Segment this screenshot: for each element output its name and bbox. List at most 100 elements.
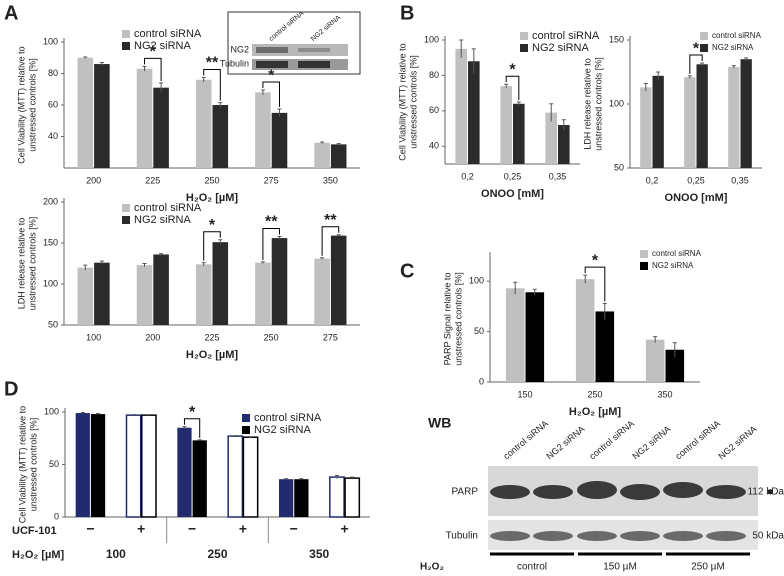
x-axis-label: ONOO [mM] xyxy=(481,188,544,200)
error-bar xyxy=(99,260,104,265)
row-label: H₂O₂ [µM] xyxy=(12,549,64,561)
bar xyxy=(77,57,94,168)
legend-label: NG2 siRNA xyxy=(712,43,754,52)
legend-label: control siRNA xyxy=(652,249,702,258)
legend-label: control siRNA xyxy=(532,30,600,42)
y-tick-label: 60 xyxy=(429,105,439,115)
bar xyxy=(740,59,752,169)
bar xyxy=(455,48,467,164)
error-bar xyxy=(201,76,206,83)
x-axis-label: H₂O₂ [µM] xyxy=(186,349,238,361)
y-tick-label: 40 xyxy=(429,141,439,151)
bar xyxy=(665,349,685,382)
x-tick-label: 350 xyxy=(657,389,672,399)
error-bar xyxy=(656,71,661,80)
y-tick-label: 60 xyxy=(48,99,58,109)
blot-bands xyxy=(490,531,746,541)
blot-band xyxy=(298,48,330,52)
y-tick-label: 100 xyxy=(469,276,484,286)
bar xyxy=(94,64,110,168)
legend-swatch xyxy=(122,42,130,50)
bar xyxy=(513,103,525,164)
x-axis-label: ONOO [mM] xyxy=(665,192,728,204)
panel-letter: A xyxy=(4,2,18,24)
significance-label: * xyxy=(592,252,599,269)
significance-bracket xyxy=(584,266,606,302)
legend-swatch xyxy=(122,216,130,224)
size-label: 50 kDa xyxy=(752,531,784,542)
significance-label: ** xyxy=(265,214,278,231)
bar xyxy=(294,479,309,517)
legend-label: NG2 siRNA xyxy=(254,424,312,436)
error-bar xyxy=(549,103,554,122)
significance-label: * xyxy=(209,217,216,234)
group-label: 100 xyxy=(106,547,126,561)
error-bar xyxy=(201,262,206,266)
error-bar xyxy=(459,39,464,58)
bar xyxy=(545,112,557,164)
y-tick-label: 100 xyxy=(43,36,58,46)
bar xyxy=(575,279,595,382)
x-axis-label: H₂O₂ [µM] xyxy=(569,406,621,418)
significance-bracket xyxy=(183,418,201,438)
band-label: Tubulin xyxy=(220,58,249,68)
bar xyxy=(153,254,169,325)
lane-label: control siRNA xyxy=(587,418,636,461)
bar xyxy=(329,476,345,518)
group-label: 150 µM xyxy=(603,562,637,573)
x-tick-label: 0,35 xyxy=(731,175,749,185)
legend-swatch xyxy=(640,250,648,258)
bar xyxy=(227,435,244,518)
bar xyxy=(141,414,157,518)
error-bar xyxy=(96,413,101,415)
x-tick-label: 250 xyxy=(204,175,219,185)
y-tick-label: 100 xyxy=(424,34,439,44)
y-axis-label: Cell Viability (MTT) relative to xyxy=(16,46,26,163)
error-bar xyxy=(218,102,223,108)
y-tick-label: 200 xyxy=(43,196,58,206)
bar xyxy=(136,265,153,325)
band-label: Tubulin xyxy=(446,531,478,542)
x-tick-label: + xyxy=(340,521,348,537)
group-label: control xyxy=(517,562,547,573)
blot-band xyxy=(298,61,330,68)
x-tick-label: 0,2 xyxy=(646,175,659,185)
bar xyxy=(255,92,271,168)
bar xyxy=(645,339,665,382)
blot-band xyxy=(256,61,288,68)
y-axis-label: unstressed controls [%] xyxy=(408,55,418,149)
bar xyxy=(255,262,271,325)
bar xyxy=(640,87,652,168)
error-bar xyxy=(99,61,104,66)
group-label: 350 xyxy=(309,547,329,561)
panel-letter: D xyxy=(4,378,18,400)
y-tick-label: 150 xyxy=(609,34,624,44)
y-tick-label: 50 xyxy=(474,326,484,336)
significance-label: * xyxy=(693,40,700,57)
bar xyxy=(271,238,288,325)
error-bar xyxy=(131,414,136,416)
significance-label: * xyxy=(509,62,516,79)
x-tick-label: 100 xyxy=(86,332,101,342)
bar xyxy=(314,142,330,168)
significance-label: * xyxy=(150,44,157,61)
y-tick-label: 50 xyxy=(48,319,58,329)
x-tick-label: + xyxy=(137,521,145,537)
bar xyxy=(212,242,229,325)
bar xyxy=(330,144,347,168)
error-bar xyxy=(80,412,85,414)
bar xyxy=(271,112,288,168)
y-tick-label: 0 xyxy=(54,511,59,521)
legend-label: NG2 siRNA xyxy=(134,214,192,226)
x-tick-label: 350 xyxy=(323,175,338,185)
error-bar xyxy=(284,478,289,480)
significance-bracket xyxy=(144,57,162,81)
error-bar xyxy=(532,288,537,296)
treatment-label: H₂O₂ xyxy=(420,562,444,573)
legend-swatch xyxy=(520,32,528,40)
significance-bracket xyxy=(321,226,340,256)
error-bar xyxy=(142,263,147,267)
x-tick-label: − xyxy=(188,521,196,537)
error-bar xyxy=(142,65,147,72)
